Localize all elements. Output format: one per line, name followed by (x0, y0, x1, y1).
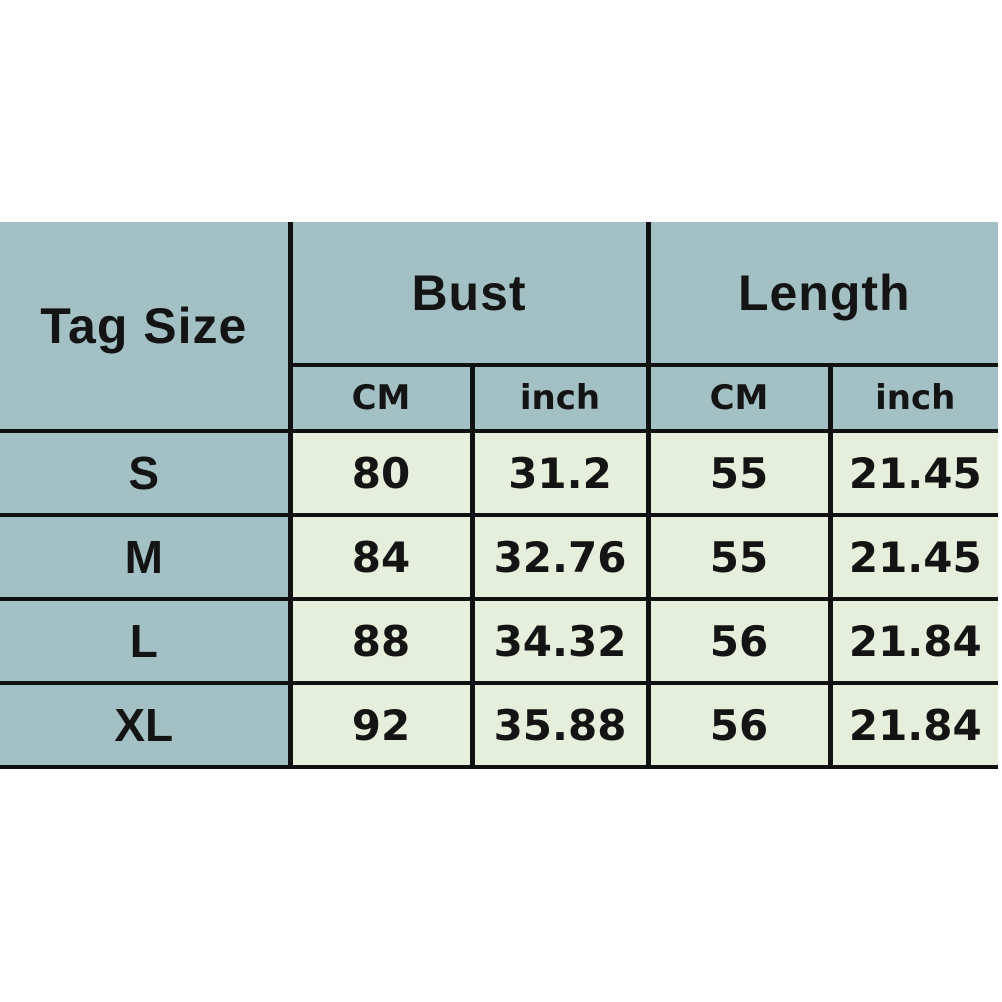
header-cell-bust: Bust (287, 222, 651, 367)
unit-cell-length-cm: CM (645, 363, 833, 433)
size-label: S (0, 429, 293, 517)
header-group-row: Tag Size Bust Length (0, 222, 999, 433)
size-chart-table: Tag Size Bust Length CM inch CM inch S 8… (0, 222, 999, 769)
length-inch-value: 21.45 (827, 513, 999, 601)
size-label: XL (0, 681, 293, 769)
length-cm-value: 55 (645, 429, 833, 517)
unit-cell-length-inch: inch (827, 363, 999, 433)
table-row-s: S 80 31.2 55 21.45 (0, 429, 999, 517)
bust-inch-value: 31.2 (469, 429, 651, 517)
length-inch-value: 21.84 (827, 681, 999, 769)
table-row-m: M 84 32.76 55 21.45 (0, 513, 999, 601)
unit-cell-bust-inch: inch (469, 363, 651, 433)
length-inch-value: 21.45 (827, 429, 999, 517)
bust-inch-value: 35.88 (469, 681, 651, 769)
unit-cell-bust-cm: CM (290, 363, 475, 433)
bust-inch-value: 32.76 (469, 513, 651, 601)
bust-cm-value: 84 (287, 513, 475, 601)
table-row-l: L 88 34.32 56 21.84 (0, 597, 999, 685)
header-cell-length: Length (645, 222, 999, 367)
length-cm-value: 56 (645, 597, 833, 685)
header-units-row: CM inch CM inch (0, 363, 999, 433)
bust-cm-value: 92 (287, 681, 475, 769)
bust-inch-value: 34.32 (469, 597, 651, 685)
header-cell-tag-size: Tag Size (0, 222, 293, 433)
length-cm-value: 56 (645, 681, 833, 769)
bust-cm-value: 88 (287, 597, 475, 685)
length-cm-value: 55 (645, 513, 833, 601)
length-inch-value: 21.84 (827, 597, 999, 685)
table-row-xl: XL 92 35.88 56 21.84 (0, 681, 999, 769)
size-label: L (0, 597, 293, 685)
bust-cm-value: 80 (287, 429, 475, 517)
size-label: M (0, 513, 293, 601)
